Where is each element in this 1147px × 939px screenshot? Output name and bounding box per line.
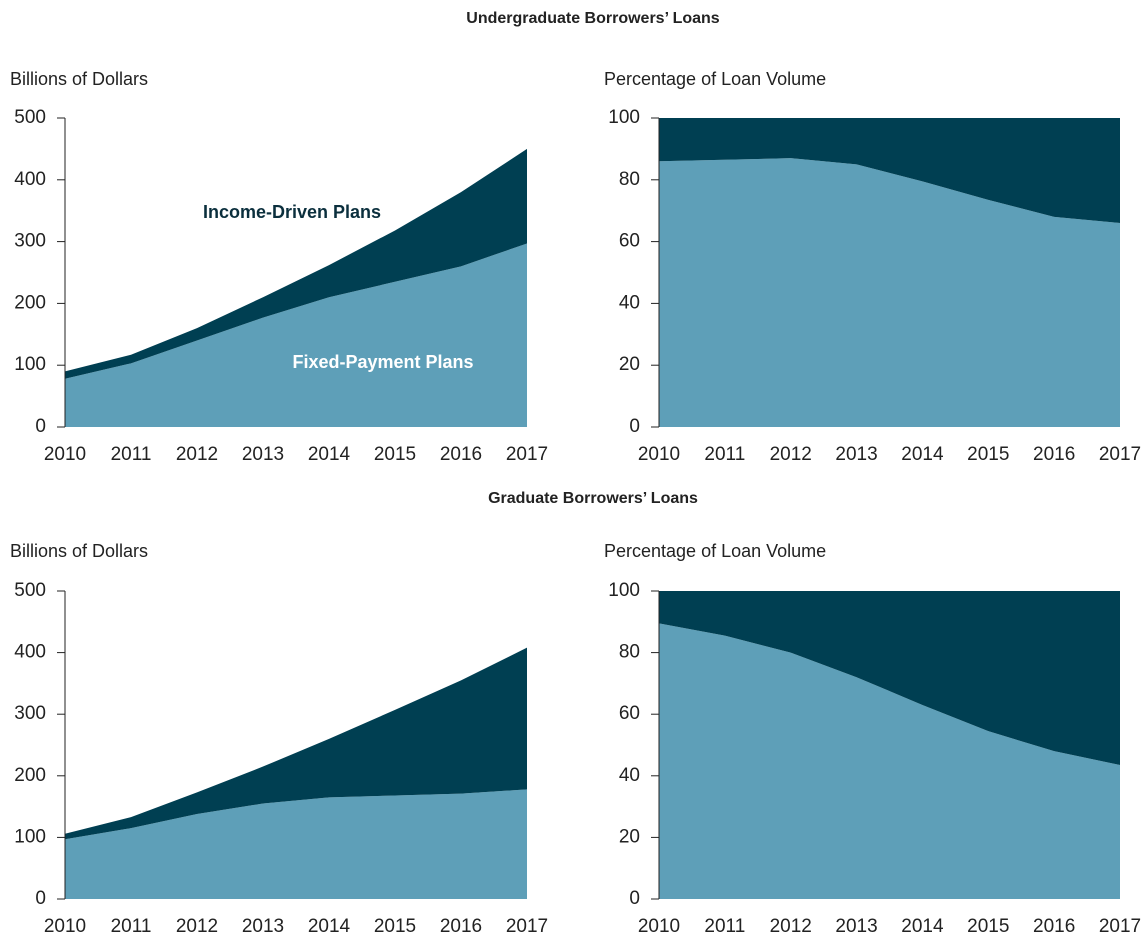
y-tick-label: 20 [619,354,640,375]
x-tick-label: 2010 [44,444,86,465]
y-tick-label: 80 [619,642,640,663]
y-tick-label: 20 [619,826,640,847]
x-tick-label: 2011 [704,916,745,937]
x-tick-label: 2014 [901,444,944,465]
area [659,591,1120,766]
y-axis-label: Billions of Dollars [10,69,148,89]
y-tick-label: 80 [619,169,640,190]
x-tick-label: 2013 [242,444,284,465]
x-tick-label: 2015 [374,444,416,465]
y-tick-label: 0 [629,416,640,437]
x-tick-label: 2013 [242,916,284,937]
y-tick-label: 100 [608,580,640,601]
x-tick-label: 2010 [638,916,680,937]
x-tick-label: 2016 [1033,444,1075,465]
y-tick-label: 60 [619,231,640,252]
x-tick-label: 2012 [176,916,218,937]
y-tick-label: 60 [619,703,640,724]
area [659,158,1120,428]
y-tick-label: 100 [608,107,640,128]
y-tick-label: 100 [14,354,46,375]
area [65,148,527,379]
y-tick-label: 0 [629,888,640,909]
y-axis-label: Percentage of Loan Volume [604,541,826,561]
x-tick-label: 2011 [111,444,152,465]
area [65,647,527,840]
y-tick-label: 40 [619,292,640,313]
area [65,243,527,427]
x-tick-label: 2015 [967,916,1009,937]
series-label: Fixed-Payment Plans [292,352,473,372]
y-tick-label: 300 [14,703,46,724]
y-tick-label: 40 [619,765,640,786]
x-tick-label: 2012 [176,444,218,465]
y-tick-label: 200 [14,765,46,786]
x-tick-label: 2017 [1099,444,1141,465]
x-tick-label: 2011 [704,444,745,465]
x-tick-label: 2012 [770,444,812,465]
x-tick-label: 2014 [308,444,351,465]
x-tick-label: 2016 [1033,916,1075,937]
x-tick-label: 2017 [506,444,548,465]
x-tick-label: 2014 [901,916,944,937]
area [659,118,1120,224]
x-tick-label: 2015 [967,444,1009,465]
x-tick-label: 2013 [835,444,877,465]
x-tick-label: 2010 [44,916,86,937]
y-axis-label: Percentage of Loan Volume [604,69,826,89]
area [65,789,527,899]
y-tick-label: 200 [14,292,46,313]
x-tick-label: 2014 [308,916,351,937]
y-tick-label: 500 [14,580,46,601]
series-label: Income-Driven Plans [203,202,381,222]
x-tick-label: 2016 [440,444,482,465]
x-tick-label: 2017 [506,916,548,937]
y-tick-label: 0 [35,888,46,909]
x-tick-label: 2017 [1099,916,1141,937]
section-title: Undergraduate Borrowers’ Loans [466,10,719,27]
y-tick-label: 0 [35,416,46,437]
x-tick-label: 2015 [374,916,416,937]
section-title: Graduate Borrowers’ Loans [488,490,698,507]
x-tick-label: 2011 [111,916,152,937]
x-tick-label: 2016 [440,916,482,937]
y-axis-label: Billions of Dollars [10,541,148,561]
y-tick-label: 500 [14,107,46,128]
x-tick-label: 2012 [770,916,812,937]
y-tick-label: 300 [14,231,46,252]
y-tick-label: 100 [14,826,46,847]
x-tick-label: 2010 [638,444,680,465]
y-tick-label: 400 [14,169,46,190]
y-tick-label: 400 [14,642,46,663]
area [659,623,1120,899]
x-tick-label: 2013 [835,916,877,937]
